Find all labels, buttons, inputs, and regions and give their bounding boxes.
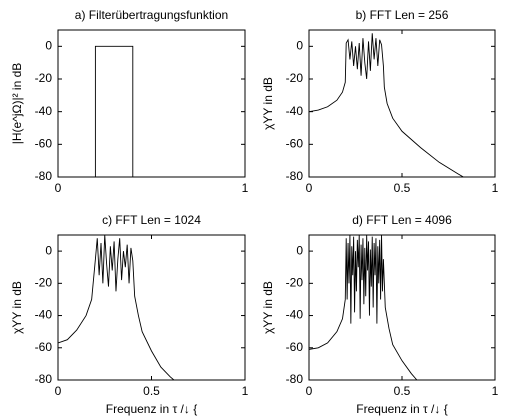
y-tick-label: -20 <box>35 71 53 85</box>
x-tick-label: 0 <box>306 181 313 195</box>
x-tick-label: 1 <box>242 181 249 195</box>
y-tick-label: 0 <box>45 39 52 53</box>
chart-title: d) FFT Len = 4096 <box>352 213 452 227</box>
x-tick-label: 0 <box>55 181 62 195</box>
y-tick-label: -40 <box>35 308 53 322</box>
y-tick-label: -60 <box>35 340 53 354</box>
axes-frame <box>308 29 496 178</box>
y-axis-label: |H(e^jΩ)|² in dB <box>10 63 24 145</box>
chart-title: c) FFT Len = 1024 <box>102 213 201 227</box>
y-tick-label: 0 <box>296 39 303 53</box>
y-tick-label: -80 <box>35 372 53 386</box>
chart-title: a) Filterübertragungsfunktion <box>75 8 228 22</box>
data-line <box>94 45 134 177</box>
y-tick-label: -60 <box>286 340 304 354</box>
y-axis-label: χYY in dB <box>10 281 24 334</box>
y-tick-label: -80 <box>35 169 53 183</box>
x-tick-label: 0.5 <box>394 384 411 398</box>
data-line <box>309 33 464 177</box>
y-tick-label: -60 <box>286 137 304 151</box>
data-line <box>58 235 175 380</box>
y-tick-label: -20 <box>35 276 53 290</box>
y-tick-label: -40 <box>286 308 304 322</box>
axes-frame <box>308 234 496 381</box>
chart-title: b) FFT Len = 256 <box>356 8 449 22</box>
data-line <box>309 235 418 380</box>
x-tick-label: 0 <box>55 384 62 398</box>
x-tick-label: 0.5 <box>143 384 160 398</box>
y-tick-label: 0 <box>296 243 303 257</box>
y-axis-label: χYY in dB <box>261 77 275 130</box>
x-tick-label: 0.5 <box>394 181 411 195</box>
y-tick-label: -80 <box>286 372 304 386</box>
y-tick-label: -60 <box>35 137 53 151</box>
x-axis-label: Frequenz in τ /↓ { <box>356 402 447 416</box>
axes-frame <box>57 234 246 381</box>
y-tick-label: 0 <box>45 243 52 257</box>
y-tick-label: -20 <box>286 71 304 85</box>
x-tick-label: 0 <box>306 384 313 398</box>
y-tick-label: -40 <box>286 104 304 118</box>
x-axis-label: Frequenz in τ /↓ { <box>106 402 197 416</box>
x-tick-label: 1 <box>492 384 499 398</box>
axes-frame <box>57 29 246 178</box>
x-tick-label: 1 <box>492 181 499 195</box>
y-tick-label: -40 <box>35 104 53 118</box>
y-tick-label: -80 <box>286 169 304 183</box>
y-tick-label: -20 <box>286 276 304 290</box>
x-tick-label: 1 <box>242 384 249 398</box>
y-axis-label: χYY in dB <box>261 281 275 334</box>
